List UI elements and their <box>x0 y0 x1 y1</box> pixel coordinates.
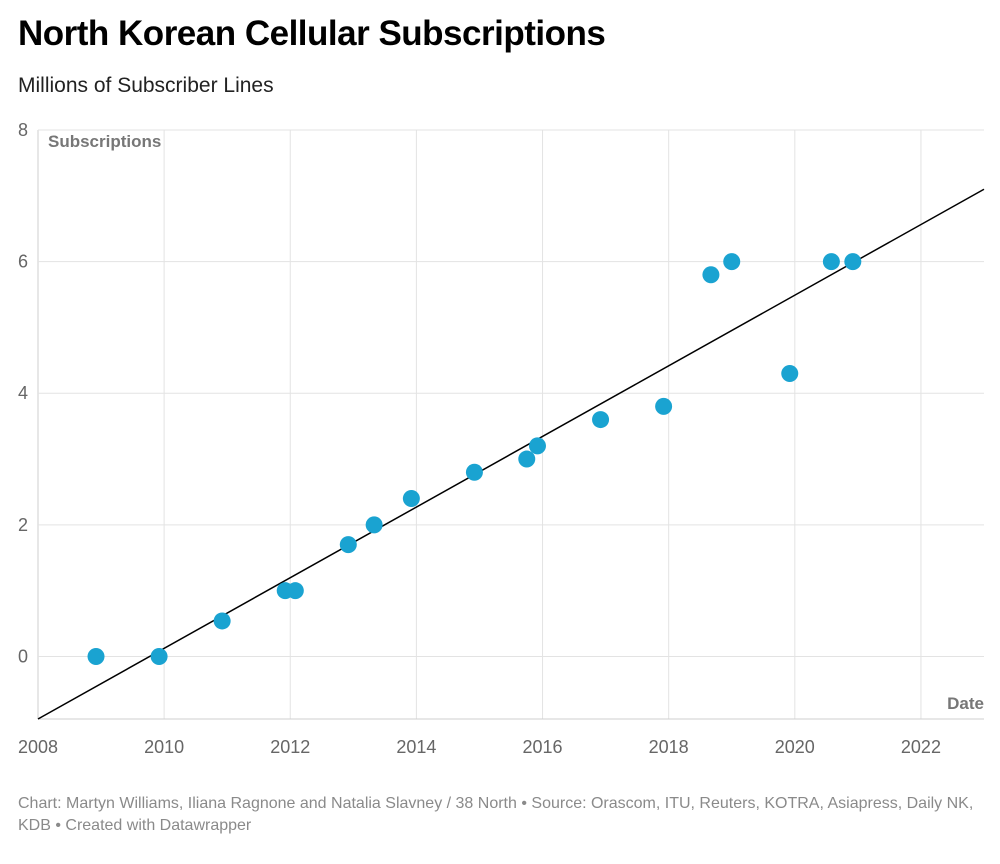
data-point <box>518 450 536 468</box>
x-tick-label: 2022 <box>901 737 941 757</box>
trend-line <box>37 188 985 720</box>
x-tick-label: 2012 <box>270 737 310 757</box>
data-point <box>528 437 546 455</box>
data-point <box>402 490 420 508</box>
data-point <box>339 536 357 554</box>
x-tick-label: 2020 <box>775 737 815 757</box>
chart-title: North Korean Cellular Subscriptions <box>18 14 606 53</box>
y-axis-label: Subscriptions <box>48 132 161 151</box>
data-point <box>150 647 168 665</box>
data-point <box>87 647 105 665</box>
axis-ticks: 2008 2010 2012 2014 2016 2018 2020 2022 0 2 4 6 8 <box>18 120 941 757</box>
data-point <box>844 253 862 271</box>
y-tick-label: 6 <box>18 252 28 272</box>
chart-credits: Chart: Martyn Williams, Iliana Ragnone a… <box>18 795 974 834</box>
x-tick-label: 2018 <box>649 737 689 757</box>
data-point <box>286 582 304 600</box>
data-points <box>87 253 862 665</box>
grid-lines <box>37 129 984 720</box>
y-tick-label: 4 <box>18 383 28 403</box>
x-tick-label: 2016 <box>523 737 563 757</box>
chart-area: 2008 2010 2012 2014 2016 2018 2020 2022 0 2 4 6 8 Su… <box>0 110 1000 770</box>
x-tick-label: 2008 <box>18 737 58 757</box>
chart-subtitle: Millions of Subscriber Lines <box>18 74 274 97</box>
data-point <box>213 612 231 630</box>
data-point <box>592 411 610 429</box>
y-tick-label: 2 <box>18 515 28 535</box>
y-tick-label: 0 <box>18 646 28 666</box>
data-point <box>822 253 840 271</box>
data-point <box>655 397 673 415</box>
data-point <box>465 463 483 481</box>
data-point <box>723 253 741 271</box>
x-axis-label: Date <box>947 694 984 713</box>
data-point <box>365 516 383 534</box>
x-tick-label: 2014 <box>396 737 436 757</box>
y-tick-label: 8 <box>18 120 28 140</box>
data-point <box>781 364 799 382</box>
data-point <box>702 266 720 284</box>
scatter-chart: 2008 2010 2012 2014 2016 2018 2020 2022 0 2 4 6 8 Su… <box>18 120 985 757</box>
x-tick-label: 2010 <box>144 737 184 757</box>
